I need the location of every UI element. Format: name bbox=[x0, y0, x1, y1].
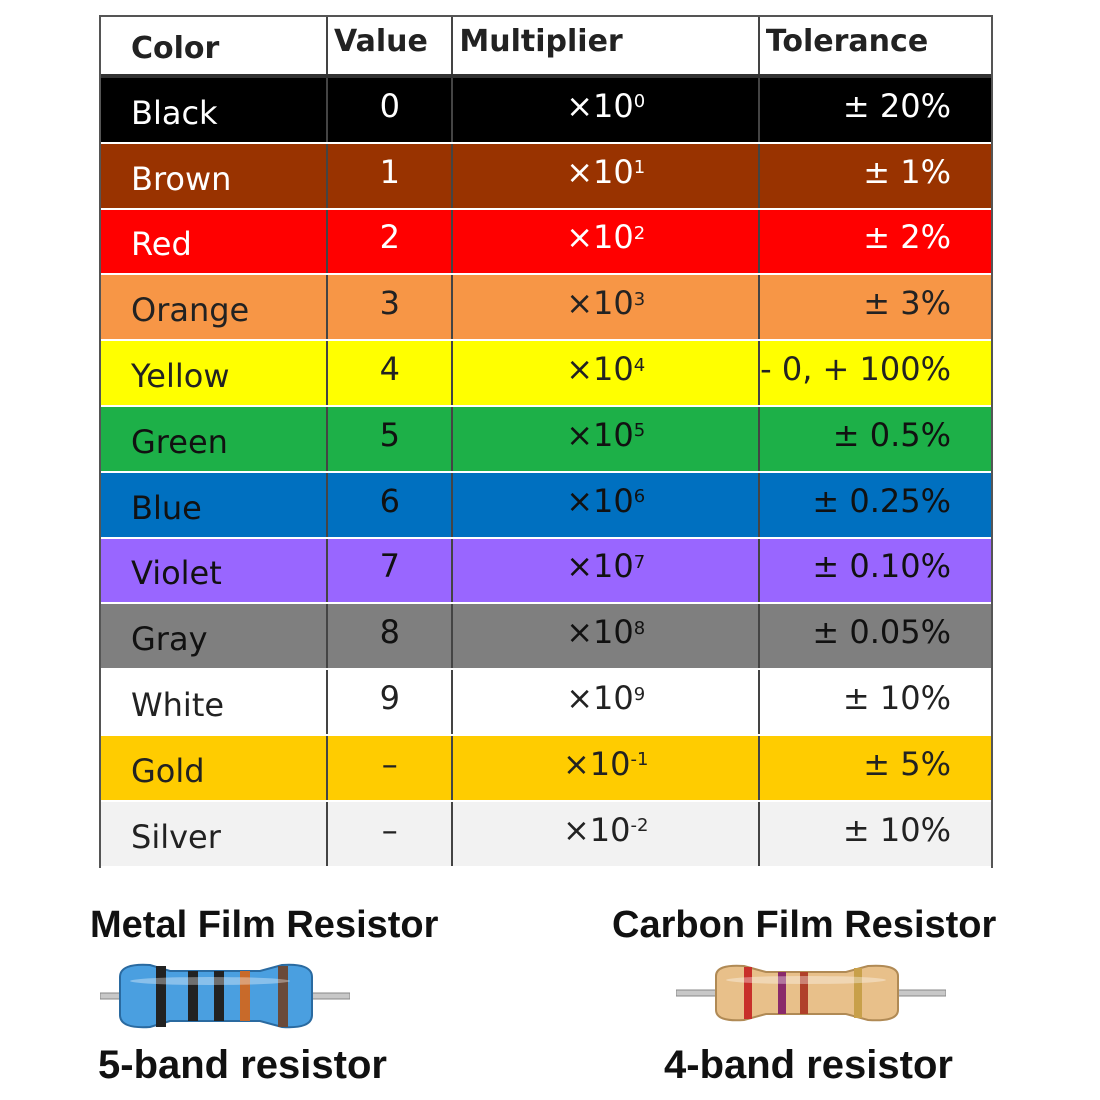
color-name: Silver bbox=[101, 801, 329, 866]
table-row: Red 2 ×10 2 ± 2% bbox=[101, 209, 991, 276]
tolerance: ± 10% bbox=[842, 810, 951, 849]
multiplier-base: ×10 bbox=[562, 810, 631, 849]
multiplier-base: ×10 bbox=[566, 350, 634, 389]
header-color: Color bbox=[101, 17, 329, 74]
table-row: Silver – ×10 -2 ± 10% bbox=[101, 801, 991, 868]
digit-value: 7 bbox=[328, 538, 454, 603]
multiplier: ×10 5 bbox=[453, 406, 760, 471]
digit-value: 3 bbox=[328, 275, 454, 340]
multiplier: ×10 6 bbox=[453, 472, 760, 537]
digit-value: 5 bbox=[328, 406, 454, 471]
tolerance: ± 0.5% bbox=[832, 415, 951, 454]
carbon-film-resistor-image bbox=[676, 964, 946, 1022]
digit-value: 9 bbox=[328, 670, 454, 734]
multiplier-base: ×10 bbox=[566, 613, 634, 652]
multiplier: ×10 4 bbox=[453, 341, 760, 405]
multiplier-base: ×10 bbox=[566, 284, 634, 323]
tolerance: ± 1% bbox=[863, 152, 951, 191]
multiplier-base: ×10 bbox=[566, 415, 634, 454]
table-row: Green 5 ×10 5 ± 0.5% bbox=[101, 406, 991, 473]
color-name: Black bbox=[101, 78, 329, 142]
tolerance: ± 0.05% bbox=[812, 613, 951, 652]
tolerance: ± 2% bbox=[863, 218, 951, 257]
metal-film-resistor-image bbox=[100, 963, 350, 1029]
tolerance: ± 0.25% bbox=[812, 481, 951, 520]
metal-film-title: Metal Film Resistor bbox=[90, 904, 439, 946]
color-name: White bbox=[101, 670, 329, 734]
multiplier: ×10 -2 bbox=[453, 801, 760, 866]
multiplier-exponent: 1 bbox=[633, 157, 646, 179]
tolerance: - 0, + 100% bbox=[760, 350, 951, 389]
header-value: Value bbox=[328, 17, 454, 74]
multiplier: ×10 1 bbox=[453, 143, 760, 208]
multiplier-base: ×10 bbox=[566, 218, 634, 257]
multiplier: ×10 3 bbox=[453, 275, 760, 340]
color-name: Yellow bbox=[101, 341, 329, 405]
digit-value: 4 bbox=[328, 341, 454, 405]
table-row: Yellow 4 ×10 4- 0, + 100% bbox=[101, 341, 991, 407]
multiplier-exponent: 2 bbox=[633, 222, 646, 244]
multiplier-base: ×10 bbox=[566, 86, 634, 125]
multiplier-exponent: 8 bbox=[633, 617, 646, 639]
color-name: Blue bbox=[101, 472, 329, 537]
multiplier-base: ×10 bbox=[566, 481, 634, 520]
tolerance: ± 3% bbox=[863, 284, 951, 323]
color-name: Violet bbox=[101, 538, 329, 603]
tolerance: ± 0.10% bbox=[812, 547, 951, 586]
multiplier: ×10 9 bbox=[453, 670, 760, 734]
multiplier: ×10 2 bbox=[453, 209, 760, 274]
table-row: Violet 7 ×10 7 ± 0.10% bbox=[101, 538, 991, 605]
multiplier: ×10 0 bbox=[453, 78, 760, 142]
five-band-caption: 5-band resistor bbox=[98, 1043, 387, 1087]
table-row: Blue 6 ×10 6 ± 0.25% bbox=[101, 472, 991, 539]
multiplier-exponent: 7 bbox=[633, 551, 646, 573]
color-name: Gray bbox=[101, 604, 329, 669]
carbon-film-title: Carbon Film Resistor bbox=[612, 904, 997, 946]
header-multiplier: Multiplier bbox=[453, 17, 760, 74]
digit-value: 0 bbox=[328, 78, 454, 142]
resistor-color-code-table: Color Value Multiplier Tolerance Black 0 ×… bbox=[99, 15, 993, 868]
multiplier-base: ×10 bbox=[562, 744, 631, 783]
table-row: White 9 ×10 9 ± 10% bbox=[101, 670, 991, 736]
multiplier-exponent: 4 bbox=[633, 354, 646, 376]
table-row: Brown 1 ×10 1 ± 1% bbox=[101, 143, 991, 210]
multiplier-exponent: -1 bbox=[630, 749, 649, 771]
color-name: Orange bbox=[101, 275, 329, 340]
header-tolerance: Tolerance bbox=[765, 24, 929, 59]
digit-value: 1 bbox=[328, 143, 454, 208]
four-band-caption: 4-band resistor bbox=[664, 1043, 953, 1087]
multiplier-exponent: 3 bbox=[633, 288, 646, 310]
color-name: Gold bbox=[101, 735, 329, 800]
digit-value: 6 bbox=[328, 472, 454, 537]
multiplier: ×10 8 bbox=[453, 604, 760, 669]
tolerance: ± 20% bbox=[842, 86, 951, 125]
digit-value: – bbox=[328, 801, 454, 866]
tolerance: ± 5% bbox=[863, 744, 951, 783]
multiplier: ×10 7 bbox=[453, 538, 760, 603]
multiplier-base: ×10 bbox=[566, 152, 634, 191]
multiplier: ×10 -1 bbox=[453, 735, 760, 800]
color-name: Brown bbox=[101, 143, 329, 208]
table-row: Orange 3 ×10 3 ± 3% bbox=[101, 275, 991, 342]
table-header-row: Color Value Multiplier Tolerance bbox=[101, 17, 991, 78]
digit-value: 8 bbox=[328, 604, 454, 669]
table-row: Black 0 ×10 0 ± 20% bbox=[101, 78, 991, 144]
color-name: Green bbox=[101, 406, 329, 471]
table-row: Gold – ×10 -1 ± 5% bbox=[101, 735, 991, 802]
multiplier-base: ×10 bbox=[566, 679, 634, 718]
digit-value: – bbox=[328, 735, 454, 800]
digit-value: 2 bbox=[328, 209, 454, 274]
tolerance: ± 10% bbox=[842, 679, 951, 718]
table-row: Gray 8 ×10 8 ± 0.05% bbox=[101, 604, 991, 671]
color-name: Red bbox=[101, 209, 329, 274]
multiplier-exponent: 6 bbox=[633, 486, 646, 508]
multiplier-exponent: 5 bbox=[633, 420, 646, 442]
multiplier-exponent: 9 bbox=[633, 683, 646, 705]
multiplier-base: ×10 bbox=[566, 547, 634, 586]
multiplier-exponent: -2 bbox=[630, 815, 649, 837]
multiplier-exponent: 0 bbox=[633, 91, 646, 113]
